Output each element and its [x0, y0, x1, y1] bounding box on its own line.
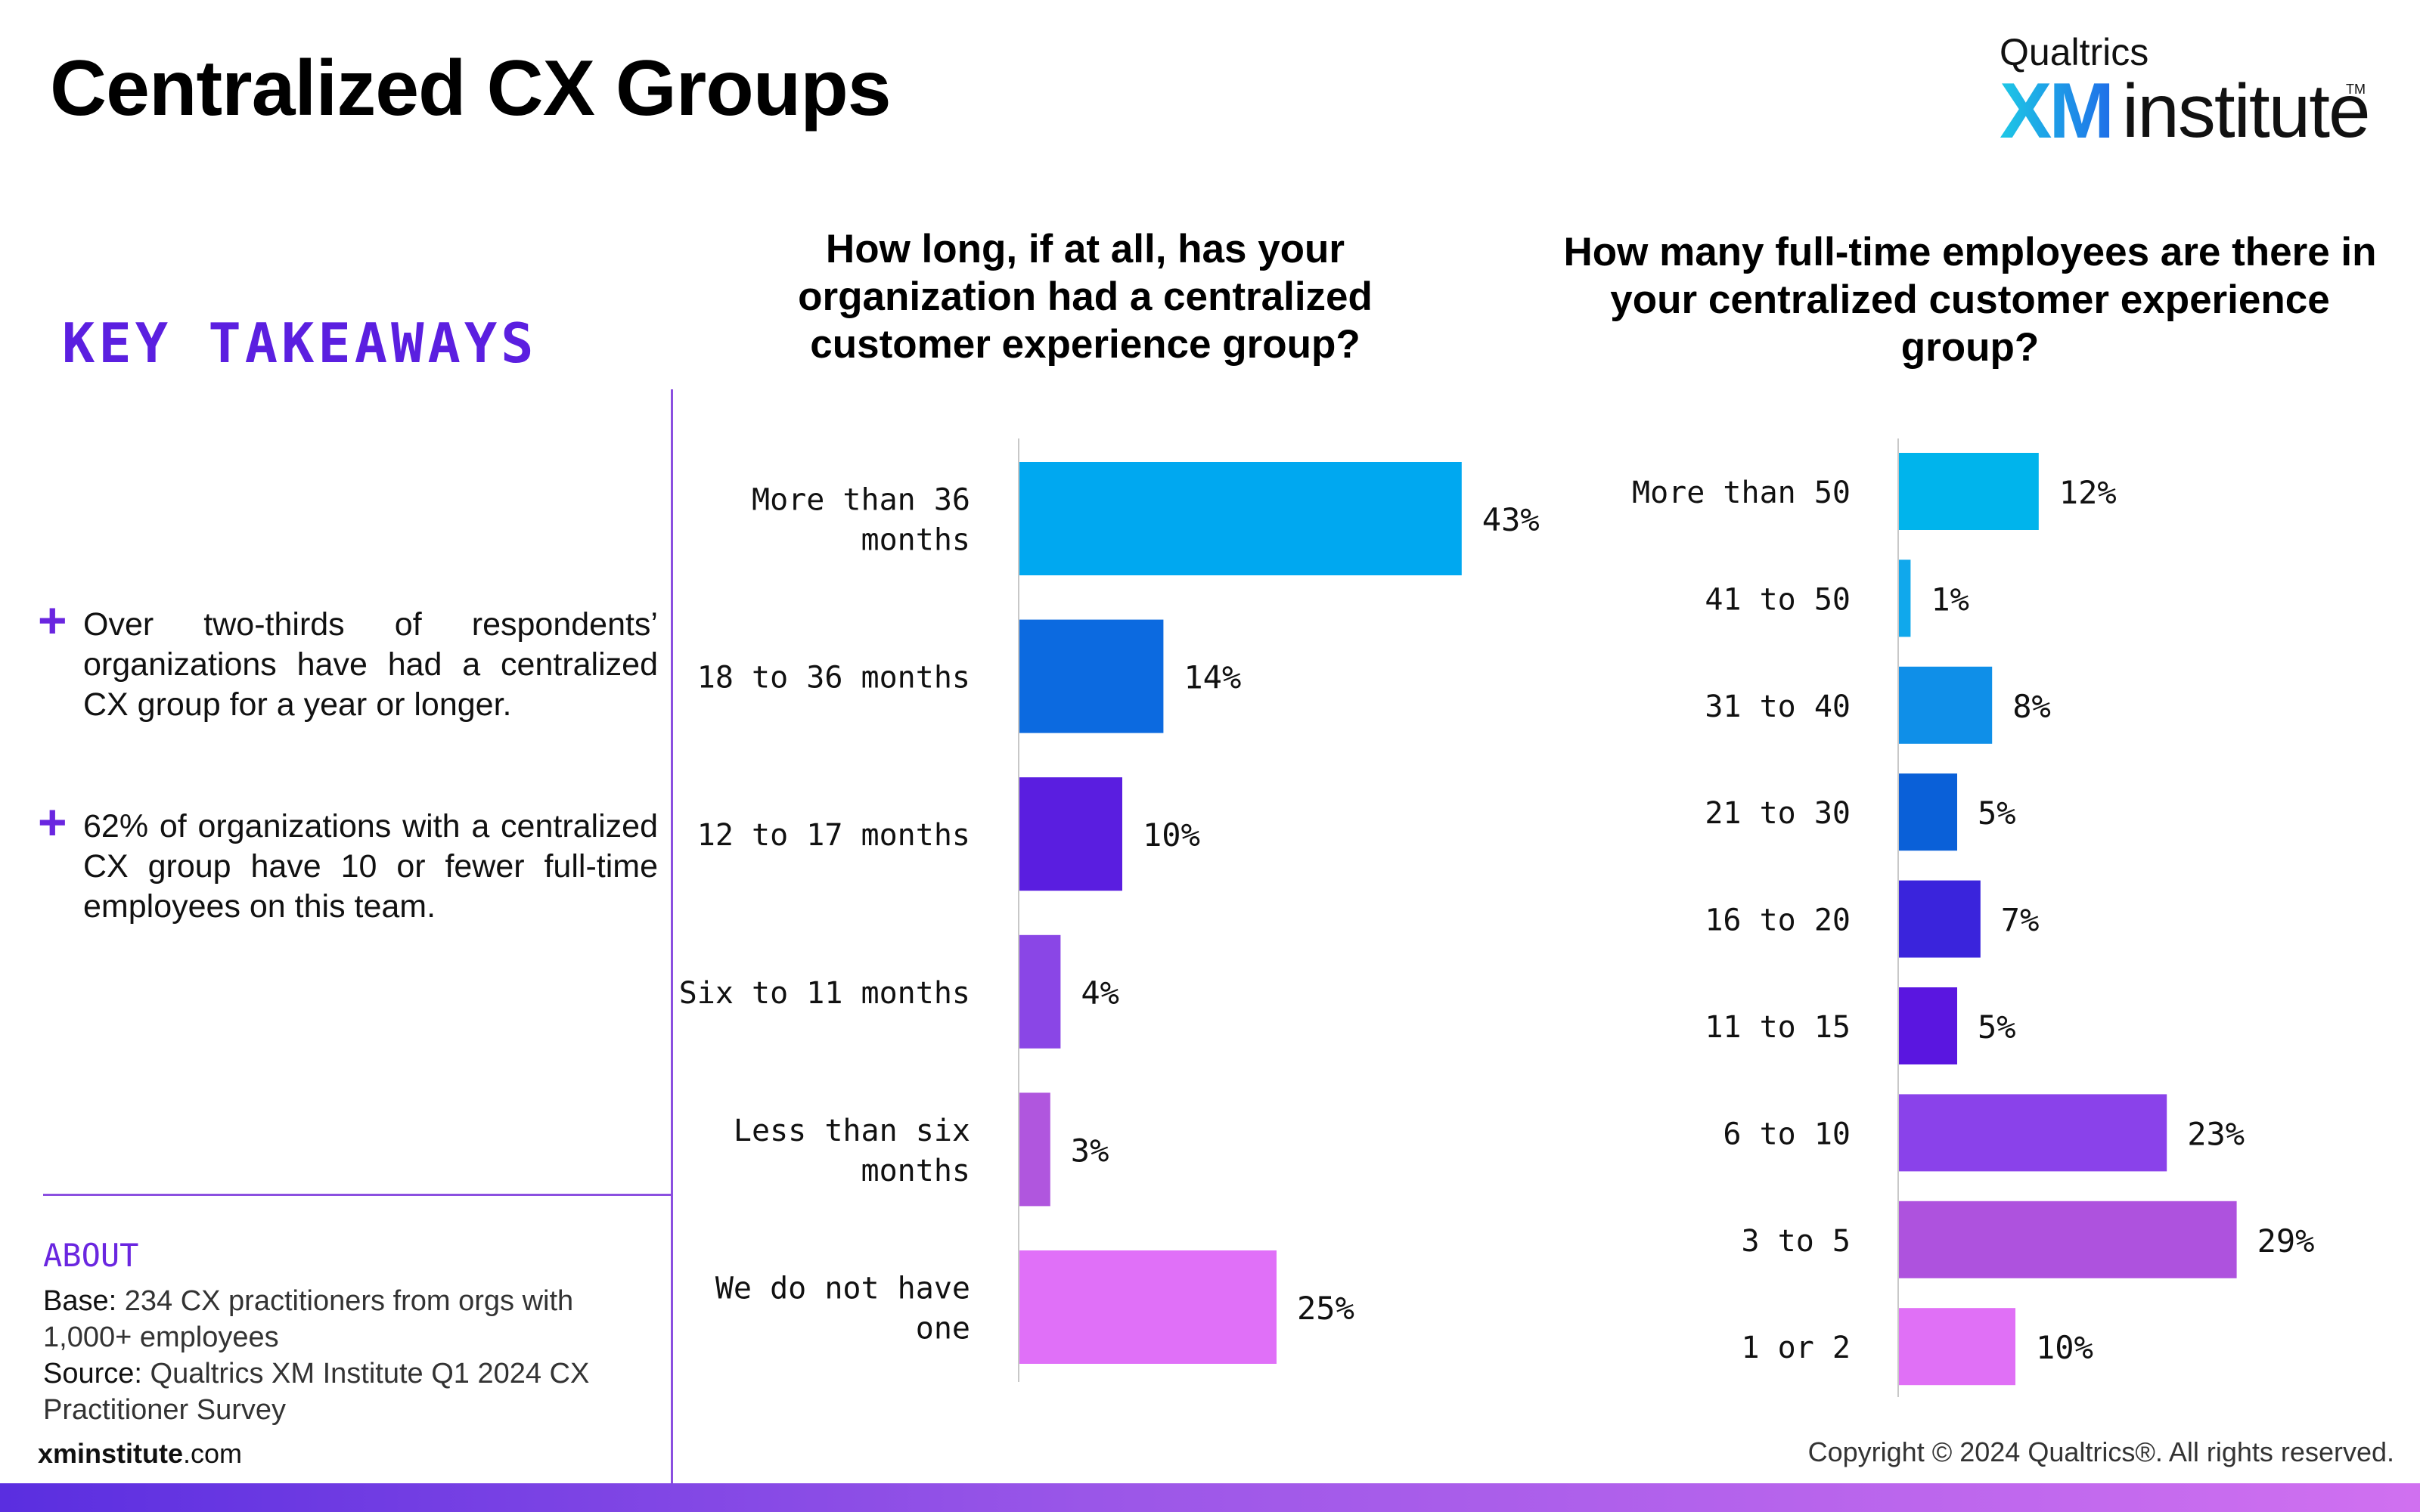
chart1-title: How long, if at all, has your organizati…: [756, 225, 1414, 368]
chart2-category-label: 3 to 5: [1742, 1224, 1851, 1259]
chart2-bar: [1899, 773, 1957, 851]
chart2-value-label: 5%: [1978, 795, 2016, 832]
takeaway-text: Over two-thirds of respondents’ organiza…: [83, 606, 658, 723]
chart2-category-label: 1 or 2: [1742, 1331, 1851, 1365]
chart1-category-label: one: [916, 1312, 970, 1346]
chart2-value-label: 23%: [2187, 1115, 2245, 1152]
chart2-value-label: 1%: [1931, 581, 1969, 618]
panel-divider-vertical: [671, 389, 673, 1483]
logo-xm-text: XM: [2000, 67, 2114, 155]
chart2-category-label: 11 to 15: [1705, 1010, 1851, 1045]
chart2-category-label: 16 to 20: [1705, 903, 1851, 938]
chart2-bar: [1899, 880, 1981, 958]
chart1-bar: [1019, 1250, 1277, 1364]
chart2-bar: [1899, 559, 1911, 637]
about-base-label: Base:: [43, 1285, 117, 1317]
chart1-category-label: We do not have: [715, 1272, 970, 1306]
chart1-value-label: 10%: [1143, 816, 1200, 854]
chart2-title: How many full-time employees are there i…: [1543, 228, 2397, 371]
takeaway-text: 62% of organizations with a centralized …: [83, 808, 658, 925]
chart1-bar: [1019, 934, 1061, 1049]
chart2-value-label: 29%: [2257, 1222, 2315, 1259]
site-tld: .com: [183, 1438, 243, 1469]
key-takeaways-heading: KEY TAKEAWAYS: [62, 311, 538, 375]
chart1-value-label: 14%: [1184, 659, 1241, 696]
plus-icon: +: [38, 592, 67, 648]
qualtrics-xm-institute-logo: Qualtrics XM institute TM: [1974, 30, 2371, 155]
page-title: Centralized CX Groups: [50, 45, 892, 132]
about-source-text: Qualtrics XM Institute Q1 2024 CX Practi…: [43, 1358, 590, 1426]
chart2-title-line: How many full-time employees are there i…: [1563, 230, 2377, 274]
about-base: Base: 234 CX practitioners from orgs wit…: [43, 1283, 648, 1356]
chart2-category-label: More than 50: [1632, 476, 1851, 510]
chart1-category-label: 12 to 17 months: [697, 818, 970, 853]
chart1-category-label: More than 36: [752, 483, 970, 518]
chart1-bar: [1019, 1092, 1050, 1207]
bottom-gradient-bar: [0, 1483, 2420, 1512]
chart1-bar: [1019, 777, 1122, 891]
about-source-label: Source:: [43, 1358, 142, 1390]
site-name: xminstitute: [38, 1438, 184, 1469]
chart1-value-label: 25%: [1297, 1290, 1354, 1327]
chart2-category-label: 31 to 40: [1705, 689, 1851, 724]
chart2-value-label: 10%: [2036, 1329, 2093, 1366]
chart2-bar: [1899, 987, 1957, 1064]
chart1-category-label: Six to 11 months: [679, 976, 970, 1011]
chart1-category-label: 18 to 36 months: [697, 661, 970, 696]
chart2-value-label: 8%: [2012, 688, 2051, 725]
chart2-bar: [1899, 1308, 2015, 1386]
chart2-value-label: 5%: [1978, 1009, 2016, 1046]
chart1-title-line: How long, if at all, has your: [825, 227, 1345, 271]
chart2-title-line: your centralized customer experience gro…: [1610, 277, 2330, 370]
copyright-text: Copyright © 2024 Qualtrics®. All rights …: [1807, 1436, 2394, 1467]
about-heading: ABOUT: [43, 1237, 139, 1274]
chart2-category-label: 41 to 50: [1705, 582, 1851, 617]
chart2-bar: [1899, 453, 2039, 530]
chart1-category-label: Less than six: [734, 1114, 970, 1148]
chart1-title-line: customer experience group?: [810, 322, 1360, 367]
chart1-bar: [1019, 462, 1462, 575]
chart1-value-label: 4%: [1081, 974, 1119, 1012]
chart1-value-label: 43%: [1482, 501, 1540, 538]
chart1-bar: [1019, 619, 1164, 733]
chart2-bar: [1899, 1201, 2237, 1278]
chart2-category-label: 21 to 30: [1705, 796, 1851, 831]
about-base-text: 234 CX practitioners from orgs with 1,00…: [43, 1285, 574, 1353]
about-source: Source: Qualtrics XM Institute Q1 2024 C…: [43, 1356, 648, 1428]
logo-qualtrics-text: Qualtrics: [2000, 31, 2149, 73]
chart2-value-label: 7%: [2001, 902, 2040, 939]
chart2-bar: [1899, 666, 1993, 744]
site-link[interactable]: xminstitute.com: [38, 1438, 242, 1470]
chart1-category-label: months: [861, 523, 971, 558]
chart1-category-label: months: [861, 1154, 971, 1188]
chart2-category-label: 6 to 10: [1723, 1117, 1851, 1151]
panel-divider-horizontal: [43, 1194, 672, 1196]
plus-icon: +: [38, 794, 67, 850]
logo-institute-text: institute: [2122, 69, 2371, 153]
logo-trademark: TM: [2346, 82, 2366, 97]
chart2-value-label: 12%: [2059, 474, 2117, 511]
chart1-title-line: organization had a centralized: [798, 274, 1373, 319]
chart2-bar: [1899, 1094, 2167, 1172]
chart1-value-label: 3%: [1071, 1132, 1109, 1169]
